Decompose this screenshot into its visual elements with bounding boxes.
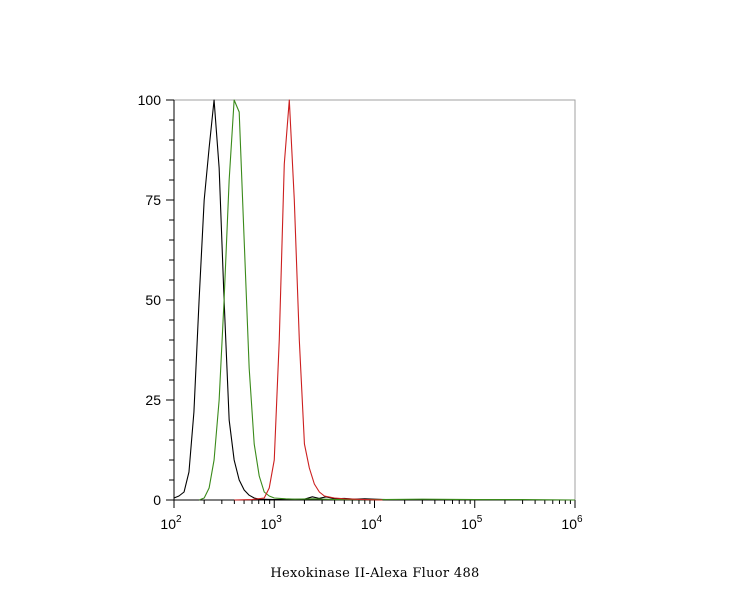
x-tick-label: 105 <box>461 514 483 532</box>
series-line-1 <box>173 99 405 501</box>
x-tick-label: 106 <box>561 514 583 532</box>
plot-frame <box>173 99 576 501</box>
y-tick-label: 25 <box>145 392 161 408</box>
x-tick-label: 102 <box>160 514 182 532</box>
y-tick-label: 75 <box>145 192 161 208</box>
plot-area <box>173 99 576 501</box>
y-tick-label: 100 <box>138 92 162 108</box>
x-tick-label: 104 <box>361 514 383 532</box>
y-tick-label: 0 <box>153 492 161 508</box>
series-line-2 <box>198 99 576 501</box>
y-tick-label: 50 <box>145 292 161 308</box>
x-tick-label: 103 <box>261 514 283 532</box>
series-layer <box>173 99 576 501</box>
x-axis: 102 103 104 105 106 <box>160 499 583 532</box>
y-axis: 0 25 50 75 100 <box>138 92 175 508</box>
series-line-3 <box>234 99 383 501</box>
x-axis-title: Hexokinase II-Alexa Fluor 488 <box>270 566 479 581</box>
